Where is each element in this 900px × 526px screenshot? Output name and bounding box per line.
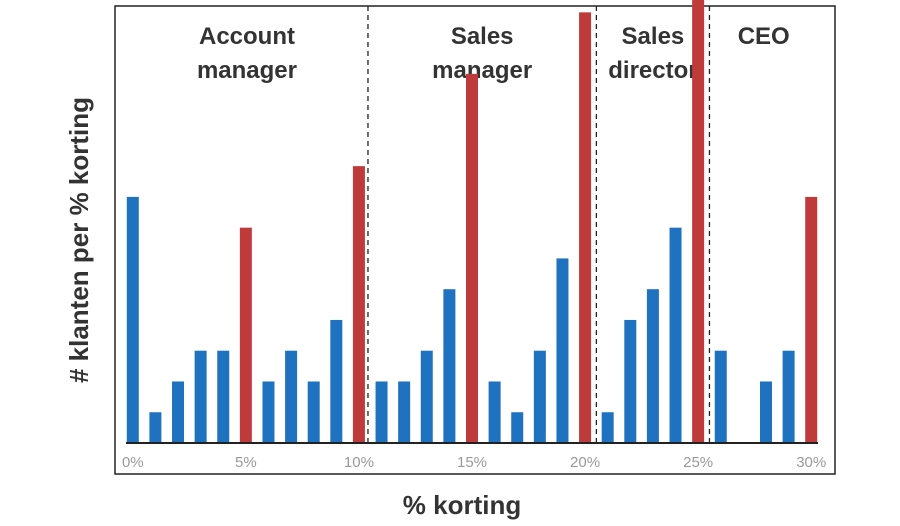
bar — [646, 289, 659, 443]
region-label: Account — [199, 23, 295, 50]
bar-highlighted — [352, 166, 365, 443]
region-label: Sales — [451, 23, 514, 50]
x-tick-label: 5% — [235, 454, 257, 471]
bar-highlighted — [239, 227, 252, 443]
bar — [624, 319, 637, 443]
bar — [556, 258, 569, 443]
x-tick-label: 0% — [122, 454, 144, 471]
x-tick-label: 25% — [683, 454, 713, 471]
region-label: Sales — [622, 23, 685, 50]
bar — [443, 289, 456, 443]
bar — [488, 381, 501, 443]
bar — [533, 350, 546, 443]
bar — [194, 350, 207, 443]
bar — [601, 412, 614, 443]
bar — [782, 350, 795, 443]
bars — [126, 0, 818, 443]
region-label: manager — [432, 57, 532, 84]
bar — [307, 381, 320, 443]
region-label: CEO — [738, 23, 790, 50]
bar — [262, 381, 275, 443]
x-tick-label: 20% — [570, 454, 600, 471]
bar — [149, 412, 162, 443]
bar-highlighted — [579, 12, 592, 443]
x-tick-label: 10% — [344, 454, 374, 471]
bar — [126, 196, 139, 443]
x-tick-labels: 0% 5% 10% 15% 20% 25% 30% — [122, 454, 826, 471]
bar — [714, 350, 727, 443]
bar-highlighted — [692, 0, 705, 443]
y-axis-title: # klanten per % korting — [64, 97, 94, 383]
bar — [330, 319, 343, 443]
bar — [375, 381, 388, 443]
region-labels: Account manager Sales manager Sales director C… — [197, 23, 790, 84]
bar — [217, 350, 230, 443]
region-label: director — [608, 57, 697, 84]
x-tick-label: 30% — [796, 454, 826, 471]
region-dividers — [367, 6, 711, 443]
bar — [759, 381, 772, 443]
region-label: manager — [197, 57, 297, 84]
bar — [398, 381, 411, 443]
bar-highlighted — [466, 73, 478, 443]
plot-frame — [114, 5, 836, 475]
bar — [420, 350, 433, 443]
bar — [511, 412, 524, 443]
bar — [285, 350, 298, 443]
bar — [669, 227, 682, 443]
bar-highlighted — [805, 196, 818, 443]
x-axis-title: % korting — [403, 490, 521, 520]
bar — [172, 381, 185, 443]
x-tick-label: 15% — [457, 454, 487, 471]
